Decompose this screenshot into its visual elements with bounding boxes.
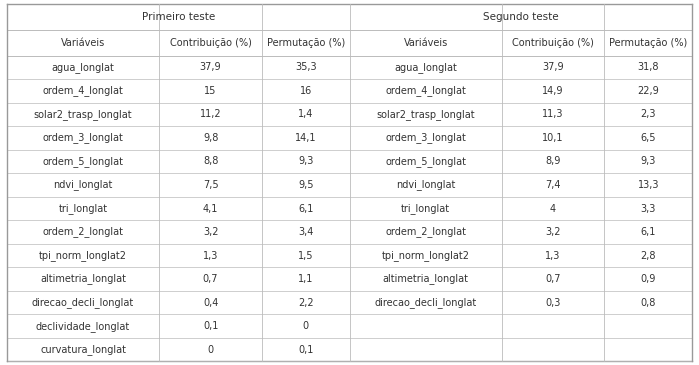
Text: 14,9: 14,9 xyxy=(542,86,564,96)
Text: 9,8: 9,8 xyxy=(203,133,218,143)
Text: curvatura_longlat: curvatura_longlat xyxy=(40,344,126,355)
Text: 0,7: 0,7 xyxy=(545,274,561,284)
Text: Primeiro teste: Primeiro teste xyxy=(142,12,215,22)
Text: 14,1: 14,1 xyxy=(295,133,317,143)
Text: 1,3: 1,3 xyxy=(545,250,561,261)
Text: 0: 0 xyxy=(208,345,214,354)
Text: Variáveis: Variáveis xyxy=(61,38,106,48)
Text: 0,8: 0,8 xyxy=(640,297,656,308)
Text: ordem_3_longlat: ordem_3_longlat xyxy=(43,132,124,143)
Text: 2,2: 2,2 xyxy=(298,297,314,308)
Text: altimetria_longlat: altimetria_longlat xyxy=(40,274,126,284)
Text: ndvi_longlat: ndvi_longlat xyxy=(53,180,113,191)
Text: 0: 0 xyxy=(303,321,309,331)
Text: declividade_longlat: declividade_longlat xyxy=(36,320,130,331)
Text: solar2_trasp_longlat: solar2_trasp_longlat xyxy=(376,109,475,120)
Text: 0,9: 0,9 xyxy=(640,274,656,284)
Text: 31,8: 31,8 xyxy=(637,62,659,72)
Text: Permutação (%): Permutação (%) xyxy=(266,38,345,48)
Text: 3,3: 3,3 xyxy=(640,204,656,214)
Text: 35,3: 35,3 xyxy=(295,62,317,72)
Text: 0,1: 0,1 xyxy=(203,321,218,331)
Text: 11,2: 11,2 xyxy=(200,110,222,119)
Text: 16: 16 xyxy=(300,86,312,96)
Text: Contribuição (%): Contribuição (%) xyxy=(512,38,594,48)
Text: 37,9: 37,9 xyxy=(200,62,222,72)
Text: 7,4: 7,4 xyxy=(545,180,561,190)
Text: 10,1: 10,1 xyxy=(542,133,564,143)
Text: agua_longlat: agua_longlat xyxy=(52,62,115,73)
Text: altimetria_longlat: altimetria_longlat xyxy=(382,274,468,284)
Text: Permutação (%): Permutação (%) xyxy=(609,38,687,48)
Text: solar2_trasp_longlat: solar2_trasp_longlat xyxy=(34,109,132,120)
Text: ordem_4_longlat: ordem_4_longlat xyxy=(43,85,124,96)
Text: tpi_norm_longlat2: tpi_norm_longlat2 xyxy=(382,250,470,261)
Text: ordem_4_longlat: ordem_4_longlat xyxy=(385,85,466,96)
Text: ordem_3_longlat: ordem_3_longlat xyxy=(385,132,466,143)
Text: 13,3: 13,3 xyxy=(637,180,659,190)
Text: ordem_5_longlat: ordem_5_longlat xyxy=(43,156,124,167)
Text: Segundo teste: Segundo teste xyxy=(483,12,559,22)
Text: ndvi_longlat: ndvi_longlat xyxy=(396,180,455,191)
Text: ordem_5_longlat: ordem_5_longlat xyxy=(385,156,466,167)
Text: direcao_decli_longlat: direcao_decli_longlat xyxy=(375,297,477,308)
Text: 22,9: 22,9 xyxy=(637,86,659,96)
Text: 15: 15 xyxy=(204,86,217,96)
Text: Variáveis: Variáveis xyxy=(403,38,448,48)
Text: 1,4: 1,4 xyxy=(298,110,313,119)
Text: tri_longlat: tri_longlat xyxy=(59,203,108,214)
Text: 8,8: 8,8 xyxy=(203,157,218,166)
Text: 6,1: 6,1 xyxy=(640,227,656,237)
Text: 37,9: 37,9 xyxy=(542,62,564,72)
Text: 1,5: 1,5 xyxy=(298,250,313,261)
Text: 0,3: 0,3 xyxy=(545,297,561,308)
Text: 9,3: 9,3 xyxy=(640,157,656,166)
Text: 0,4: 0,4 xyxy=(203,297,218,308)
Text: 0,7: 0,7 xyxy=(203,274,218,284)
Text: 2,8: 2,8 xyxy=(640,250,656,261)
Text: 6,5: 6,5 xyxy=(640,133,656,143)
Text: tri_longlat: tri_longlat xyxy=(401,203,450,214)
Text: direcao_decli_longlat: direcao_decli_longlat xyxy=(32,297,134,308)
Text: ordem_2_longlat: ordem_2_longlat xyxy=(385,227,466,238)
Text: 4,1: 4,1 xyxy=(203,204,218,214)
Text: 3,2: 3,2 xyxy=(203,227,218,237)
Text: 8,9: 8,9 xyxy=(545,157,561,166)
Text: 9,3: 9,3 xyxy=(298,157,313,166)
Text: 11,3: 11,3 xyxy=(542,110,564,119)
Text: 0,1: 0,1 xyxy=(298,345,313,354)
Text: 1,1: 1,1 xyxy=(298,274,313,284)
Text: 7,5: 7,5 xyxy=(203,180,218,190)
Text: 6,1: 6,1 xyxy=(298,204,313,214)
Text: Contribuição (%): Contribuição (%) xyxy=(170,38,252,48)
Text: 3,4: 3,4 xyxy=(298,227,313,237)
Text: 4: 4 xyxy=(550,204,556,214)
Text: 3,2: 3,2 xyxy=(545,227,561,237)
Text: ordem_2_longlat: ordem_2_longlat xyxy=(43,227,124,238)
Text: tpi_norm_longlat2: tpi_norm_longlat2 xyxy=(39,250,127,261)
Text: agua_longlat: agua_longlat xyxy=(394,62,457,73)
Text: 2,3: 2,3 xyxy=(640,110,656,119)
Text: 1,3: 1,3 xyxy=(203,250,218,261)
Text: 9,5: 9,5 xyxy=(298,180,313,190)
